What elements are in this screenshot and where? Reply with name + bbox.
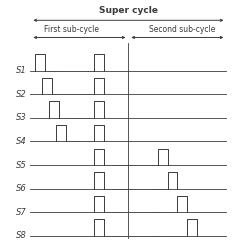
Text: Second sub-cycle: Second sub-cycle: [149, 25, 216, 34]
Text: S4: S4: [16, 137, 26, 146]
Text: Super cycle: Super cycle: [99, 6, 158, 15]
Text: S3: S3: [16, 114, 26, 122]
Text: S7: S7: [16, 208, 26, 216]
Text: S2: S2: [16, 90, 26, 99]
Text: S8: S8: [16, 231, 26, 240]
Text: S5: S5: [16, 160, 26, 170]
Text: S1: S1: [16, 66, 26, 76]
Text: S6: S6: [16, 184, 26, 193]
Text: First sub-cycle: First sub-cycle: [44, 25, 99, 34]
